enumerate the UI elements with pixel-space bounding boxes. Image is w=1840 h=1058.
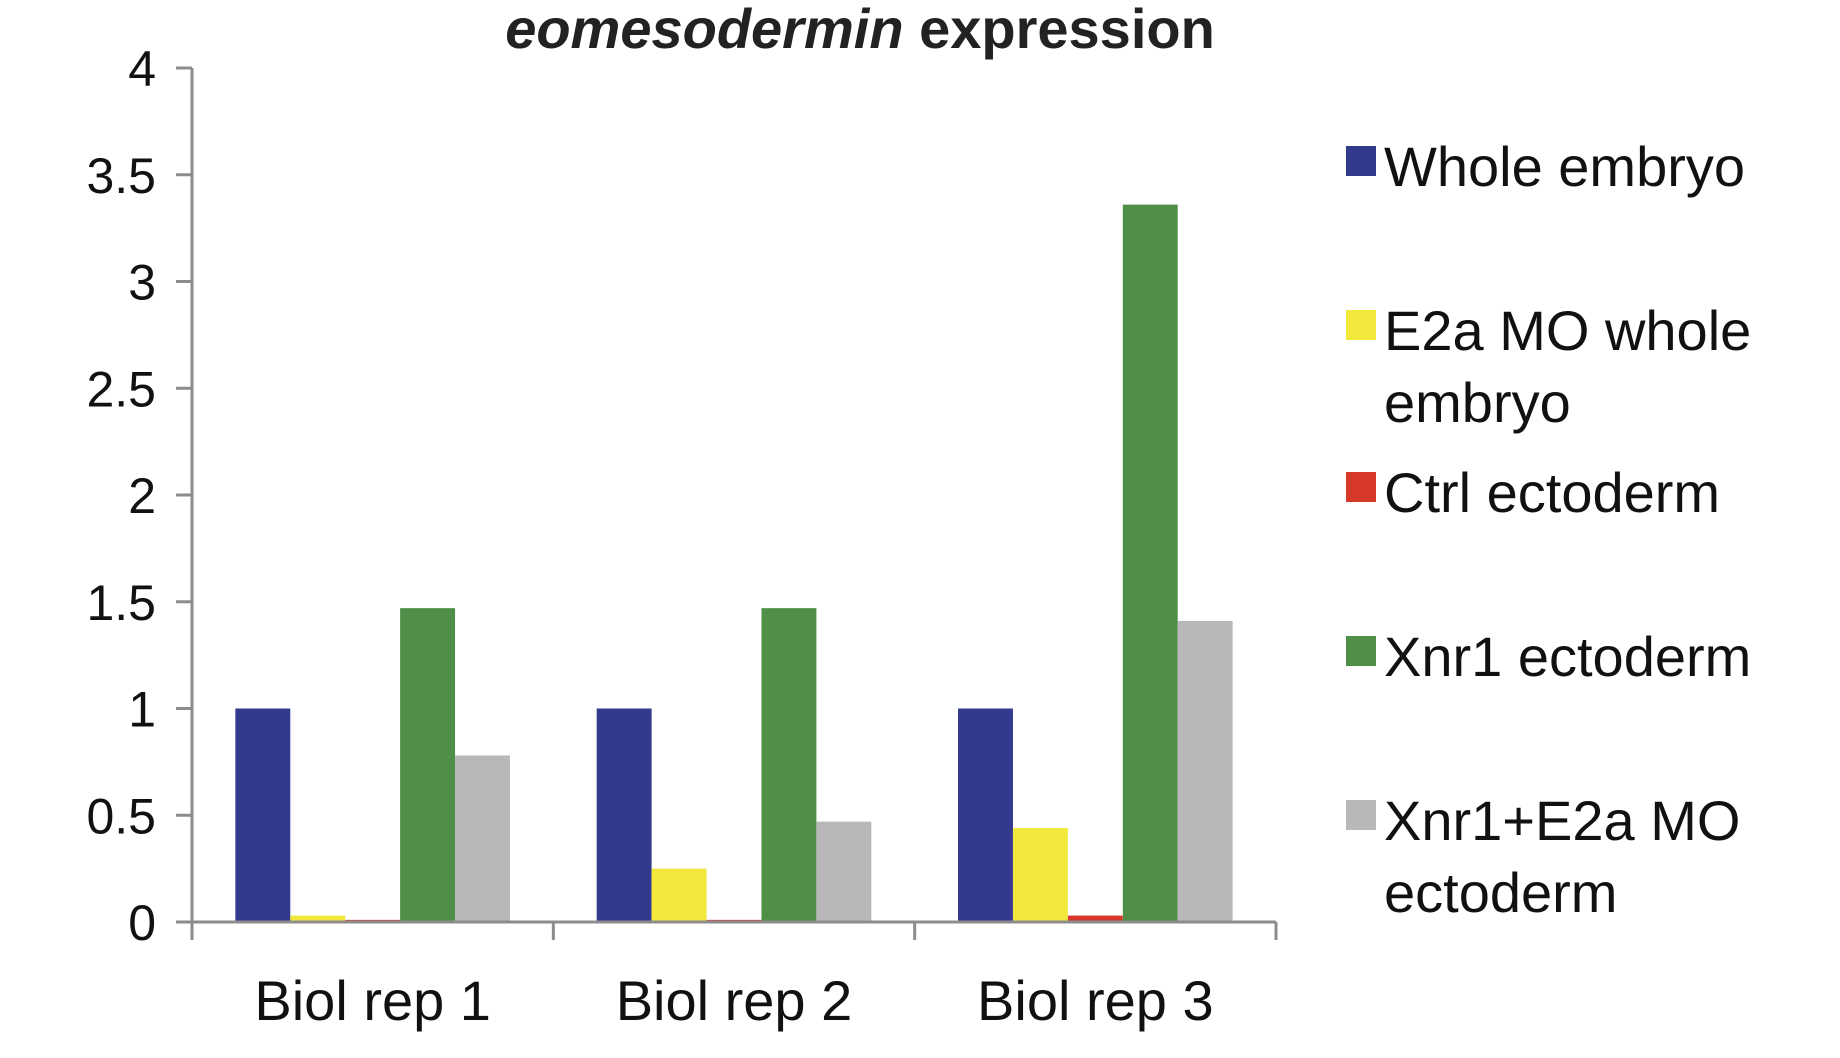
y-tick-label: 3.5 xyxy=(86,148,156,204)
legend-swatch xyxy=(1346,146,1376,176)
legend-label: E2a MO whole xyxy=(1384,299,1751,362)
x-category-label: Biol rep 1 xyxy=(254,969,491,1032)
y-tick-label: 2.5 xyxy=(86,361,156,417)
x-category-label: Biol rep 3 xyxy=(977,969,1214,1032)
legend-label: Xnr1+E2a MO xyxy=(1384,789,1740,852)
bar xyxy=(958,708,1013,922)
y-axis: 0 0.5 1 1.5 2 2.5 3 3.5 4 xyxy=(86,41,194,951)
bar xyxy=(651,868,707,922)
y-tick-label: 2 xyxy=(128,468,156,524)
bar xyxy=(290,915,346,922)
y-tick-label: 1.5 xyxy=(86,575,156,631)
legend-label: embryo xyxy=(1384,371,1571,434)
legend: Whole embryo E2a MO whole embryo Ctrl ectod… xyxy=(1346,135,1751,924)
chart-title-italic: eomesodermin xyxy=(505,0,903,60)
y-tick-label: 0.5 xyxy=(86,788,156,844)
legend-swatch xyxy=(1346,310,1376,340)
chart-title-rest: expression xyxy=(904,0,1215,60)
y-tick-label: 0 xyxy=(128,895,156,951)
bars xyxy=(192,204,1276,924)
y-tick-label: 4 xyxy=(128,41,156,97)
legend-swatch xyxy=(1346,636,1376,666)
bar xyxy=(1012,828,1068,922)
legend-label: Whole embryo xyxy=(1384,135,1745,198)
bar xyxy=(1122,204,1178,922)
y-tick-label: 1 xyxy=(128,682,156,738)
legend-label: Xnr1 ectoderm xyxy=(1384,625,1751,688)
chart-title: eomesodermin expression xyxy=(505,0,1215,60)
bar xyxy=(596,708,652,922)
legend-label: ectoderm xyxy=(1384,861,1617,924)
bar xyxy=(761,608,817,922)
legend-label: Ctrl ectoderm xyxy=(1384,461,1720,524)
bar xyxy=(816,821,872,922)
legend-swatch xyxy=(1346,800,1376,830)
x-category-label: Biol rep 2 xyxy=(616,969,853,1032)
bar xyxy=(235,708,291,922)
bar xyxy=(1177,620,1233,922)
x-axis: Biol rep 1 Biol rep 2 Biol rep 3 xyxy=(190,920,1278,1032)
y-tick-label: 3 xyxy=(128,255,156,311)
bar xyxy=(455,755,510,922)
bar xyxy=(400,608,456,922)
bar xyxy=(1067,915,1123,922)
legend-swatch xyxy=(1346,472,1376,502)
